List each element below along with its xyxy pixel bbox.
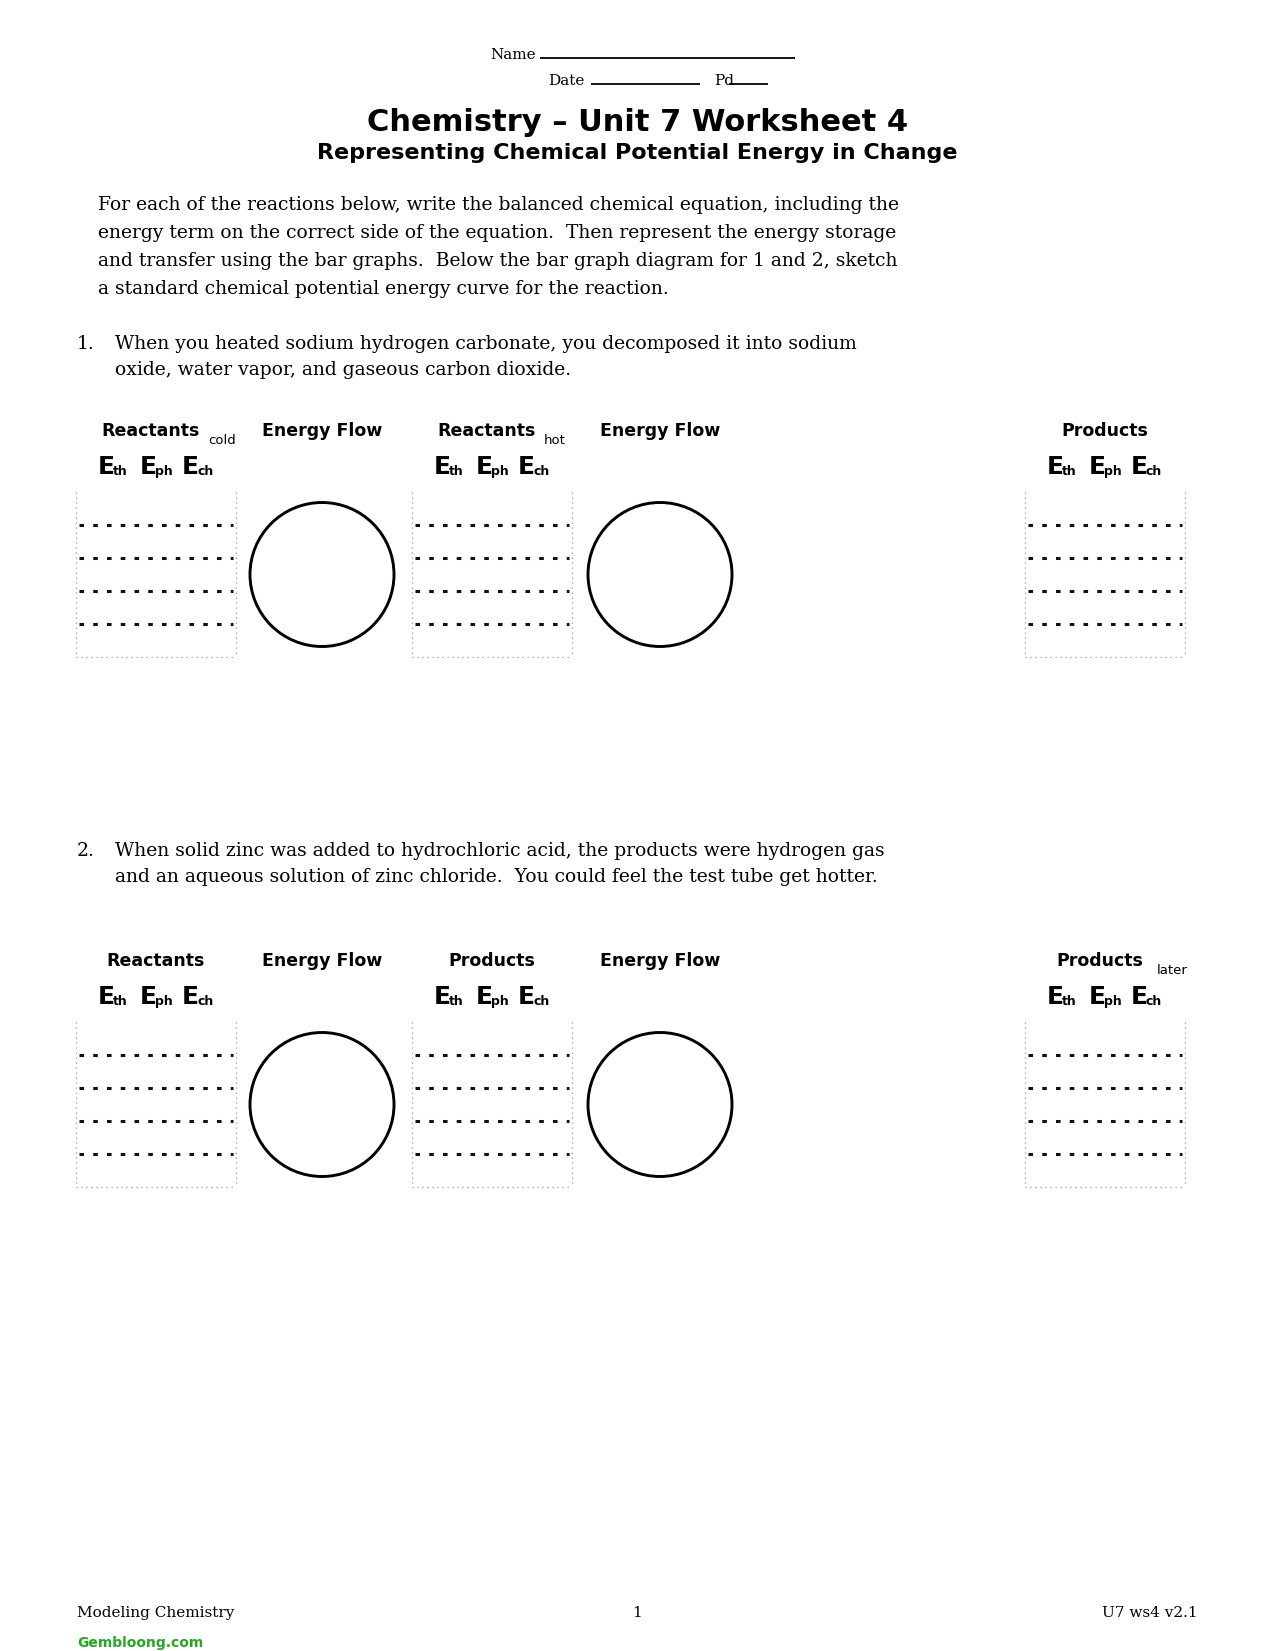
Text: Energy Flow: Energy Flow	[599, 953, 720, 971]
Text: E: E	[98, 986, 115, 1009]
Text: E: E	[182, 456, 199, 479]
Text: a standard chemical potential energy curve for the reaction.: a standard chemical potential energy cur…	[98, 281, 669, 297]
Text: th: th	[449, 996, 464, 1009]
Text: Energy Flow: Energy Flow	[261, 423, 382, 441]
Text: E: E	[98, 456, 115, 479]
Text: hot: hot	[544, 434, 566, 447]
Text: ch: ch	[533, 996, 550, 1009]
Text: ch: ch	[1146, 466, 1163, 479]
Text: E: E	[1089, 456, 1105, 479]
Text: th: th	[113, 466, 128, 479]
Text: 1: 1	[632, 1606, 643, 1620]
Text: and transfer using the bar graphs.  Below the bar graph diagram for 1 and 2, ske: and transfer using the bar graphs. Below…	[98, 253, 898, 271]
Text: ch: ch	[533, 466, 550, 479]
Text: U7 ws4 v2.1: U7 ws4 v2.1	[1103, 1606, 1198, 1620]
Text: ph: ph	[156, 996, 172, 1009]
Text: th: th	[1062, 996, 1077, 1009]
Text: ph: ph	[1104, 466, 1122, 479]
Text: Modeling Chemistry: Modeling Chemistry	[76, 1606, 235, 1620]
Text: ph: ph	[491, 996, 509, 1009]
Text: later: later	[1156, 964, 1188, 977]
Text: Reactants: Reactants	[102, 423, 200, 441]
Text: th: th	[449, 466, 464, 479]
Text: Gembloong.com: Gembloong.com	[76, 1636, 203, 1649]
Text: Chemistry – Unit 7 Worksheet 4: Chemistry – Unit 7 Worksheet 4	[367, 107, 908, 137]
Text: ch: ch	[198, 466, 213, 479]
Text: E: E	[1131, 986, 1148, 1009]
Text: E: E	[1131, 456, 1148, 479]
Text: ch: ch	[1146, 996, 1163, 1009]
Text: Energy Flow: Energy Flow	[599, 423, 720, 441]
Text: Reactants: Reactants	[437, 423, 537, 441]
Text: For each of the reactions below, write the balanced chemical equation, including: For each of the reactions below, write t…	[98, 196, 899, 215]
Text: E: E	[1089, 986, 1105, 1009]
Text: energy term on the correct side of the equation.  Then represent the energy stor: energy term on the correct side of the e…	[98, 225, 896, 243]
Text: E: E	[1047, 456, 1065, 479]
Text: E: E	[434, 986, 451, 1009]
Text: oxide, water vapor, and gaseous carbon dioxide.: oxide, water vapor, and gaseous carbon d…	[115, 362, 571, 380]
Text: ph: ph	[1104, 996, 1122, 1009]
Text: E: E	[434, 456, 451, 479]
Text: 2.: 2.	[76, 842, 94, 860]
Text: Representing Chemical Potential Energy in Change: Representing Chemical Potential Energy i…	[317, 144, 958, 163]
Text: Date: Date	[548, 74, 584, 88]
Text: Products: Products	[449, 953, 536, 971]
Text: cold: cold	[208, 434, 236, 447]
Text: E: E	[1047, 986, 1065, 1009]
Text: E: E	[518, 456, 536, 479]
Text: Pd: Pd	[714, 74, 734, 88]
Text: Products: Products	[1062, 423, 1149, 441]
Text: E: E	[476, 986, 493, 1009]
Text: E: E	[140, 986, 157, 1009]
Text: ch: ch	[198, 996, 213, 1009]
Text: Products: Products	[1057, 953, 1144, 971]
Text: th: th	[1062, 466, 1077, 479]
Text: ph: ph	[491, 466, 509, 479]
Text: When you heated sodium hydrogen carbonate, you decomposed it into sodium: When you heated sodium hydrogen carbonat…	[115, 335, 857, 353]
Text: E: E	[182, 986, 199, 1009]
Text: th: th	[113, 996, 128, 1009]
Text: Reactants: Reactants	[107, 953, 205, 971]
Text: 1.: 1.	[76, 335, 94, 353]
Text: Energy Flow: Energy Flow	[261, 953, 382, 971]
Text: ph: ph	[156, 466, 172, 479]
Text: and an aqueous solution of zinc chloride.  You could feel the test tube get hott: and an aqueous solution of zinc chloride…	[115, 868, 877, 887]
Text: When solid zinc was added to hydrochloric acid, the products were hydrogen gas: When solid zinc was added to hydrochlori…	[115, 842, 885, 860]
Text: E: E	[476, 456, 493, 479]
Text: E: E	[518, 986, 536, 1009]
Text: Name: Name	[490, 48, 536, 63]
Text: E: E	[140, 456, 157, 479]
